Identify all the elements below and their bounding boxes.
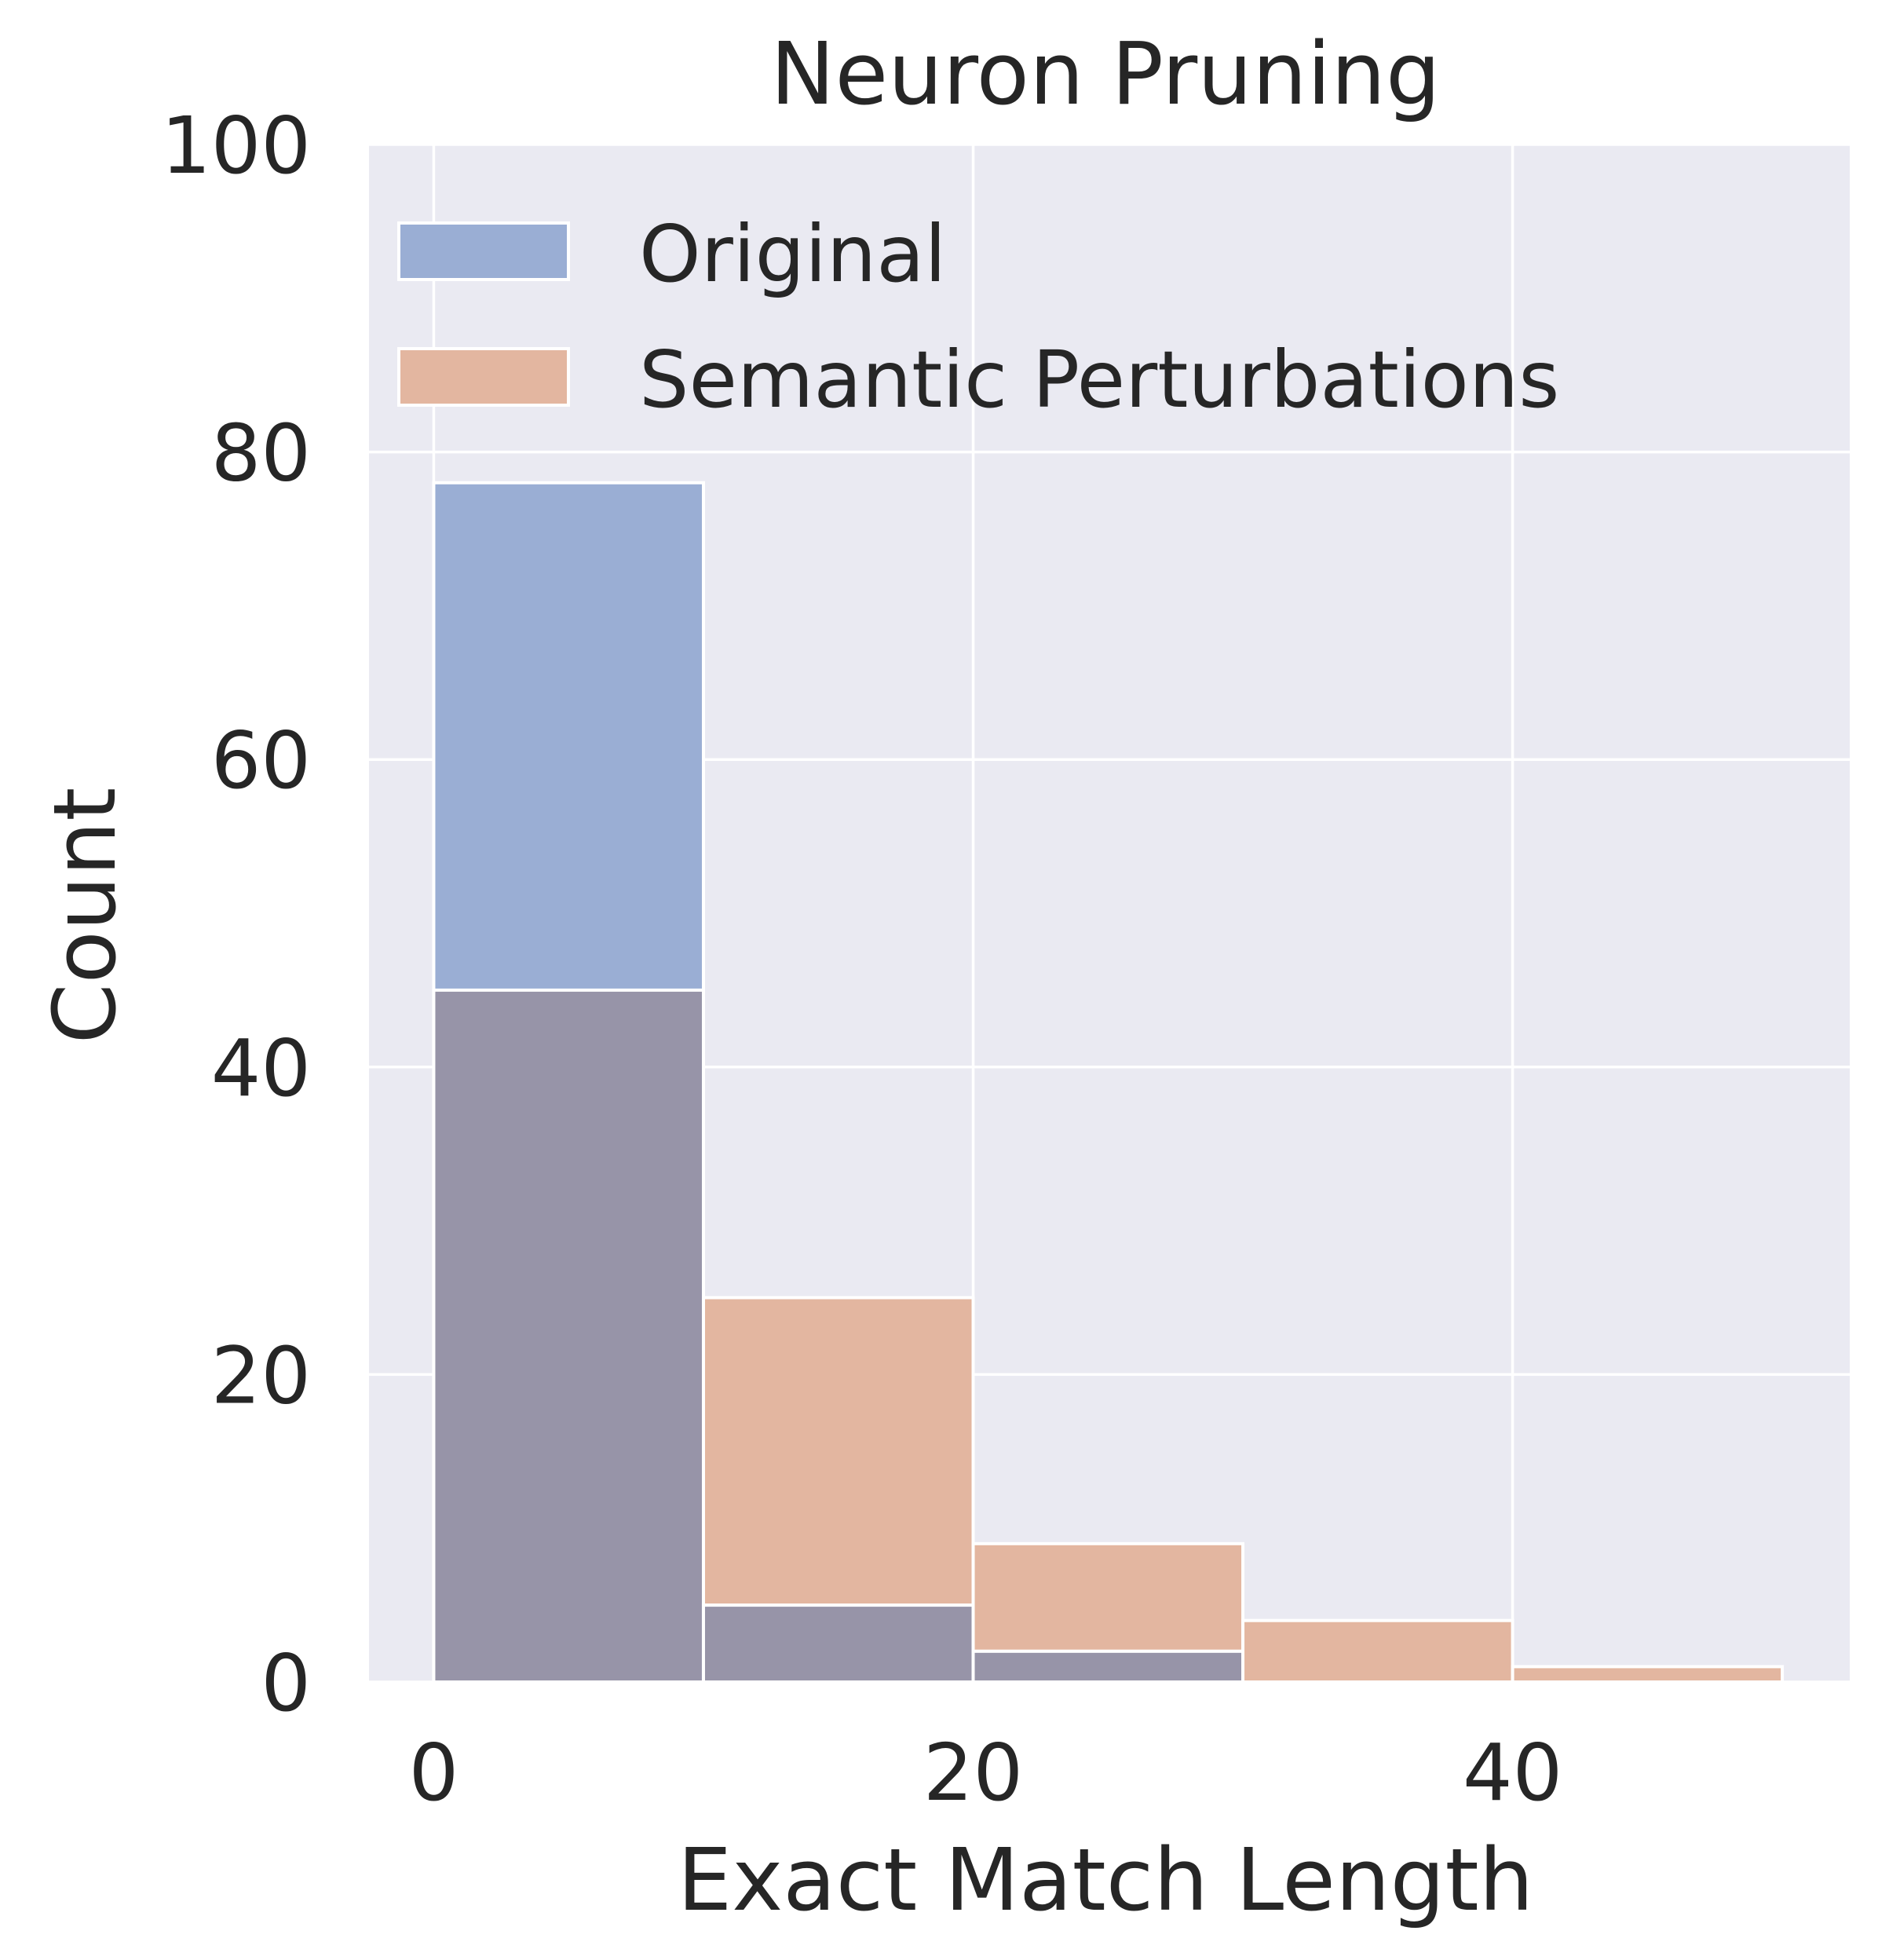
legend: Original Semantic Perturbations [397, 208, 1559, 426]
legend-label-original: Original [639, 208, 946, 300]
x-axis-label: Exact Match Length [678, 1830, 1534, 1930]
bar-overlap [971, 1649, 1245, 1684]
x-tick-label: 0 [409, 1727, 459, 1819]
legend-swatch-semantic-perturbations [397, 347, 570, 407]
bar-overlap [432, 988, 705, 1684]
y-tick-labels: 0 20 40 60 80 100 [161, 100, 311, 1729]
y-tick-label: 60 [211, 715, 311, 806]
legend-label-semantic-perturbations: Semantic Perturbations [639, 334, 1559, 426]
bars [432, 481, 1785, 1684]
bar-overlap [701, 1603, 975, 1684]
y-tick-label: 100 [161, 100, 311, 192]
chart-title: Neuron Pruning [770, 24, 1441, 124]
x-tick-label: 40 [1463, 1727, 1562, 1819]
x-tick-label: 20 [923, 1727, 1023, 1819]
y-tick-label: 0 [261, 1637, 311, 1729]
y-tick-label: 20 [211, 1329, 311, 1421]
y-axis-label: Count [35, 788, 135, 1044]
y-tick-label: 80 [211, 408, 311, 499]
y-tick-label: 40 [211, 1022, 311, 1114]
x-tick-labels: 0 20 40 [409, 1727, 1563, 1819]
bar-semantic-perturbations [1511, 1665, 1785, 1684]
legend-swatch-original [397, 221, 570, 281]
bar-semantic-perturbations [1241, 1618, 1514, 1684]
